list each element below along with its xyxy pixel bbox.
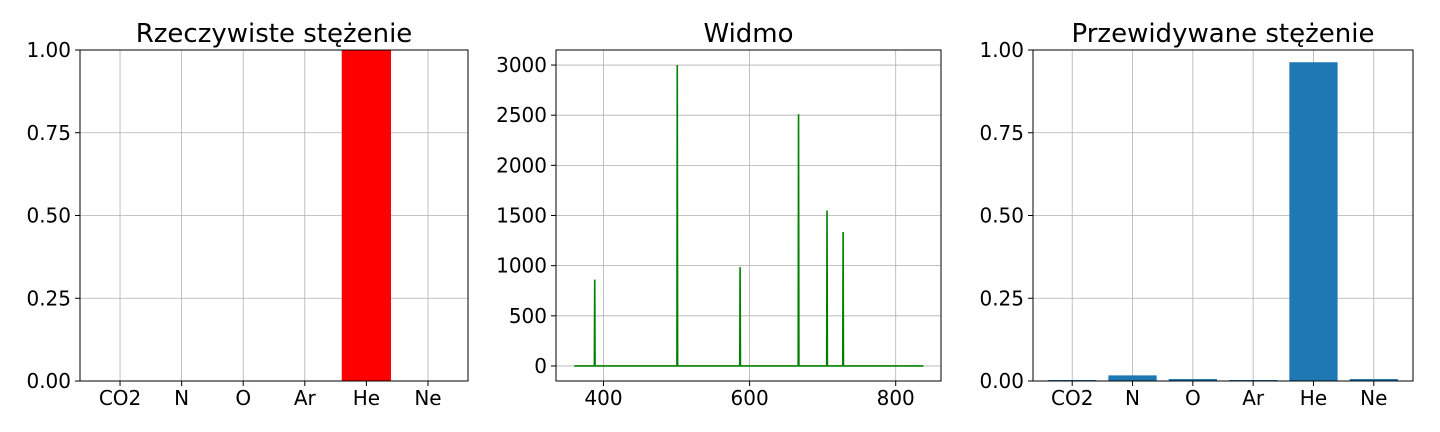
x-tick-label: Ar xyxy=(294,386,317,410)
y-tick-label: 0 xyxy=(534,354,547,378)
x-tick-label: CO2 xyxy=(99,386,141,410)
x-tick-label: N xyxy=(174,386,189,410)
chart-spectrum: Widmo 0 500 1000 1500 2000 2500 3000 400 600 800 xyxy=(496,19,942,410)
y-tick-label: 500 xyxy=(509,304,547,328)
x-tick-label: CO2 xyxy=(1051,386,1093,410)
x-tick-label: N xyxy=(1125,386,1140,410)
y-tick-label: 0.50 xyxy=(26,204,71,228)
y-tick-label: 0.25 xyxy=(26,286,71,310)
x-tick-label: He xyxy=(1300,386,1327,410)
x-tick-label: 800 xyxy=(877,386,915,410)
x-tick-label: Ne xyxy=(1360,386,1387,410)
y-tick-label: 1.00 xyxy=(26,38,71,62)
chart-title: Widmo xyxy=(703,19,793,49)
bar-n xyxy=(1108,375,1157,381)
x-tick-label: He xyxy=(353,386,380,410)
y-tick-label: 0.50 xyxy=(979,204,1024,228)
y-tick-label: 0.00 xyxy=(979,369,1024,393)
x-tick-label: Ar xyxy=(1242,386,1265,410)
chart-title: Przewidywane stężenie xyxy=(1072,19,1375,49)
chart-title: Rzeczywiste stężenie xyxy=(136,19,413,49)
bar-he xyxy=(341,50,392,381)
x-tick-label: 400 xyxy=(584,386,622,410)
y-tick-label: 2500 xyxy=(496,103,547,127)
y-tick-label: 1500 xyxy=(496,204,547,228)
y-tick-label: 1.00 xyxy=(979,38,1024,62)
chart-predicted-concentration: Przewidywane stężenie 0.00 0.25 0.50 0.75 1.0… xyxy=(979,19,1414,410)
y-tick-label: 0.00 xyxy=(26,369,71,393)
y-tick-label: 0.75 xyxy=(979,121,1024,145)
bar-ne xyxy=(1349,379,1398,381)
y-tick-label: 0.75 xyxy=(26,121,71,145)
chart-actual-concentration: Rzeczywiste stężenie 0.00 0.25 0.50 0.75 1.00… xyxy=(26,19,469,410)
x-tick-label: Ne xyxy=(414,386,441,410)
spectrum-line xyxy=(574,65,924,367)
x-tick-label: 600 xyxy=(731,386,769,410)
y-tick-label: 2000 xyxy=(496,153,547,177)
bar-o xyxy=(1168,379,1217,381)
bar-he xyxy=(1289,62,1338,381)
x-tick-label: O xyxy=(235,386,251,410)
y-tick-label: 3000 xyxy=(496,53,547,77)
y-tick-label: 0.25 xyxy=(979,286,1024,310)
x-tick-label: O xyxy=(1185,386,1201,410)
y-tick-label: 1000 xyxy=(496,254,547,278)
